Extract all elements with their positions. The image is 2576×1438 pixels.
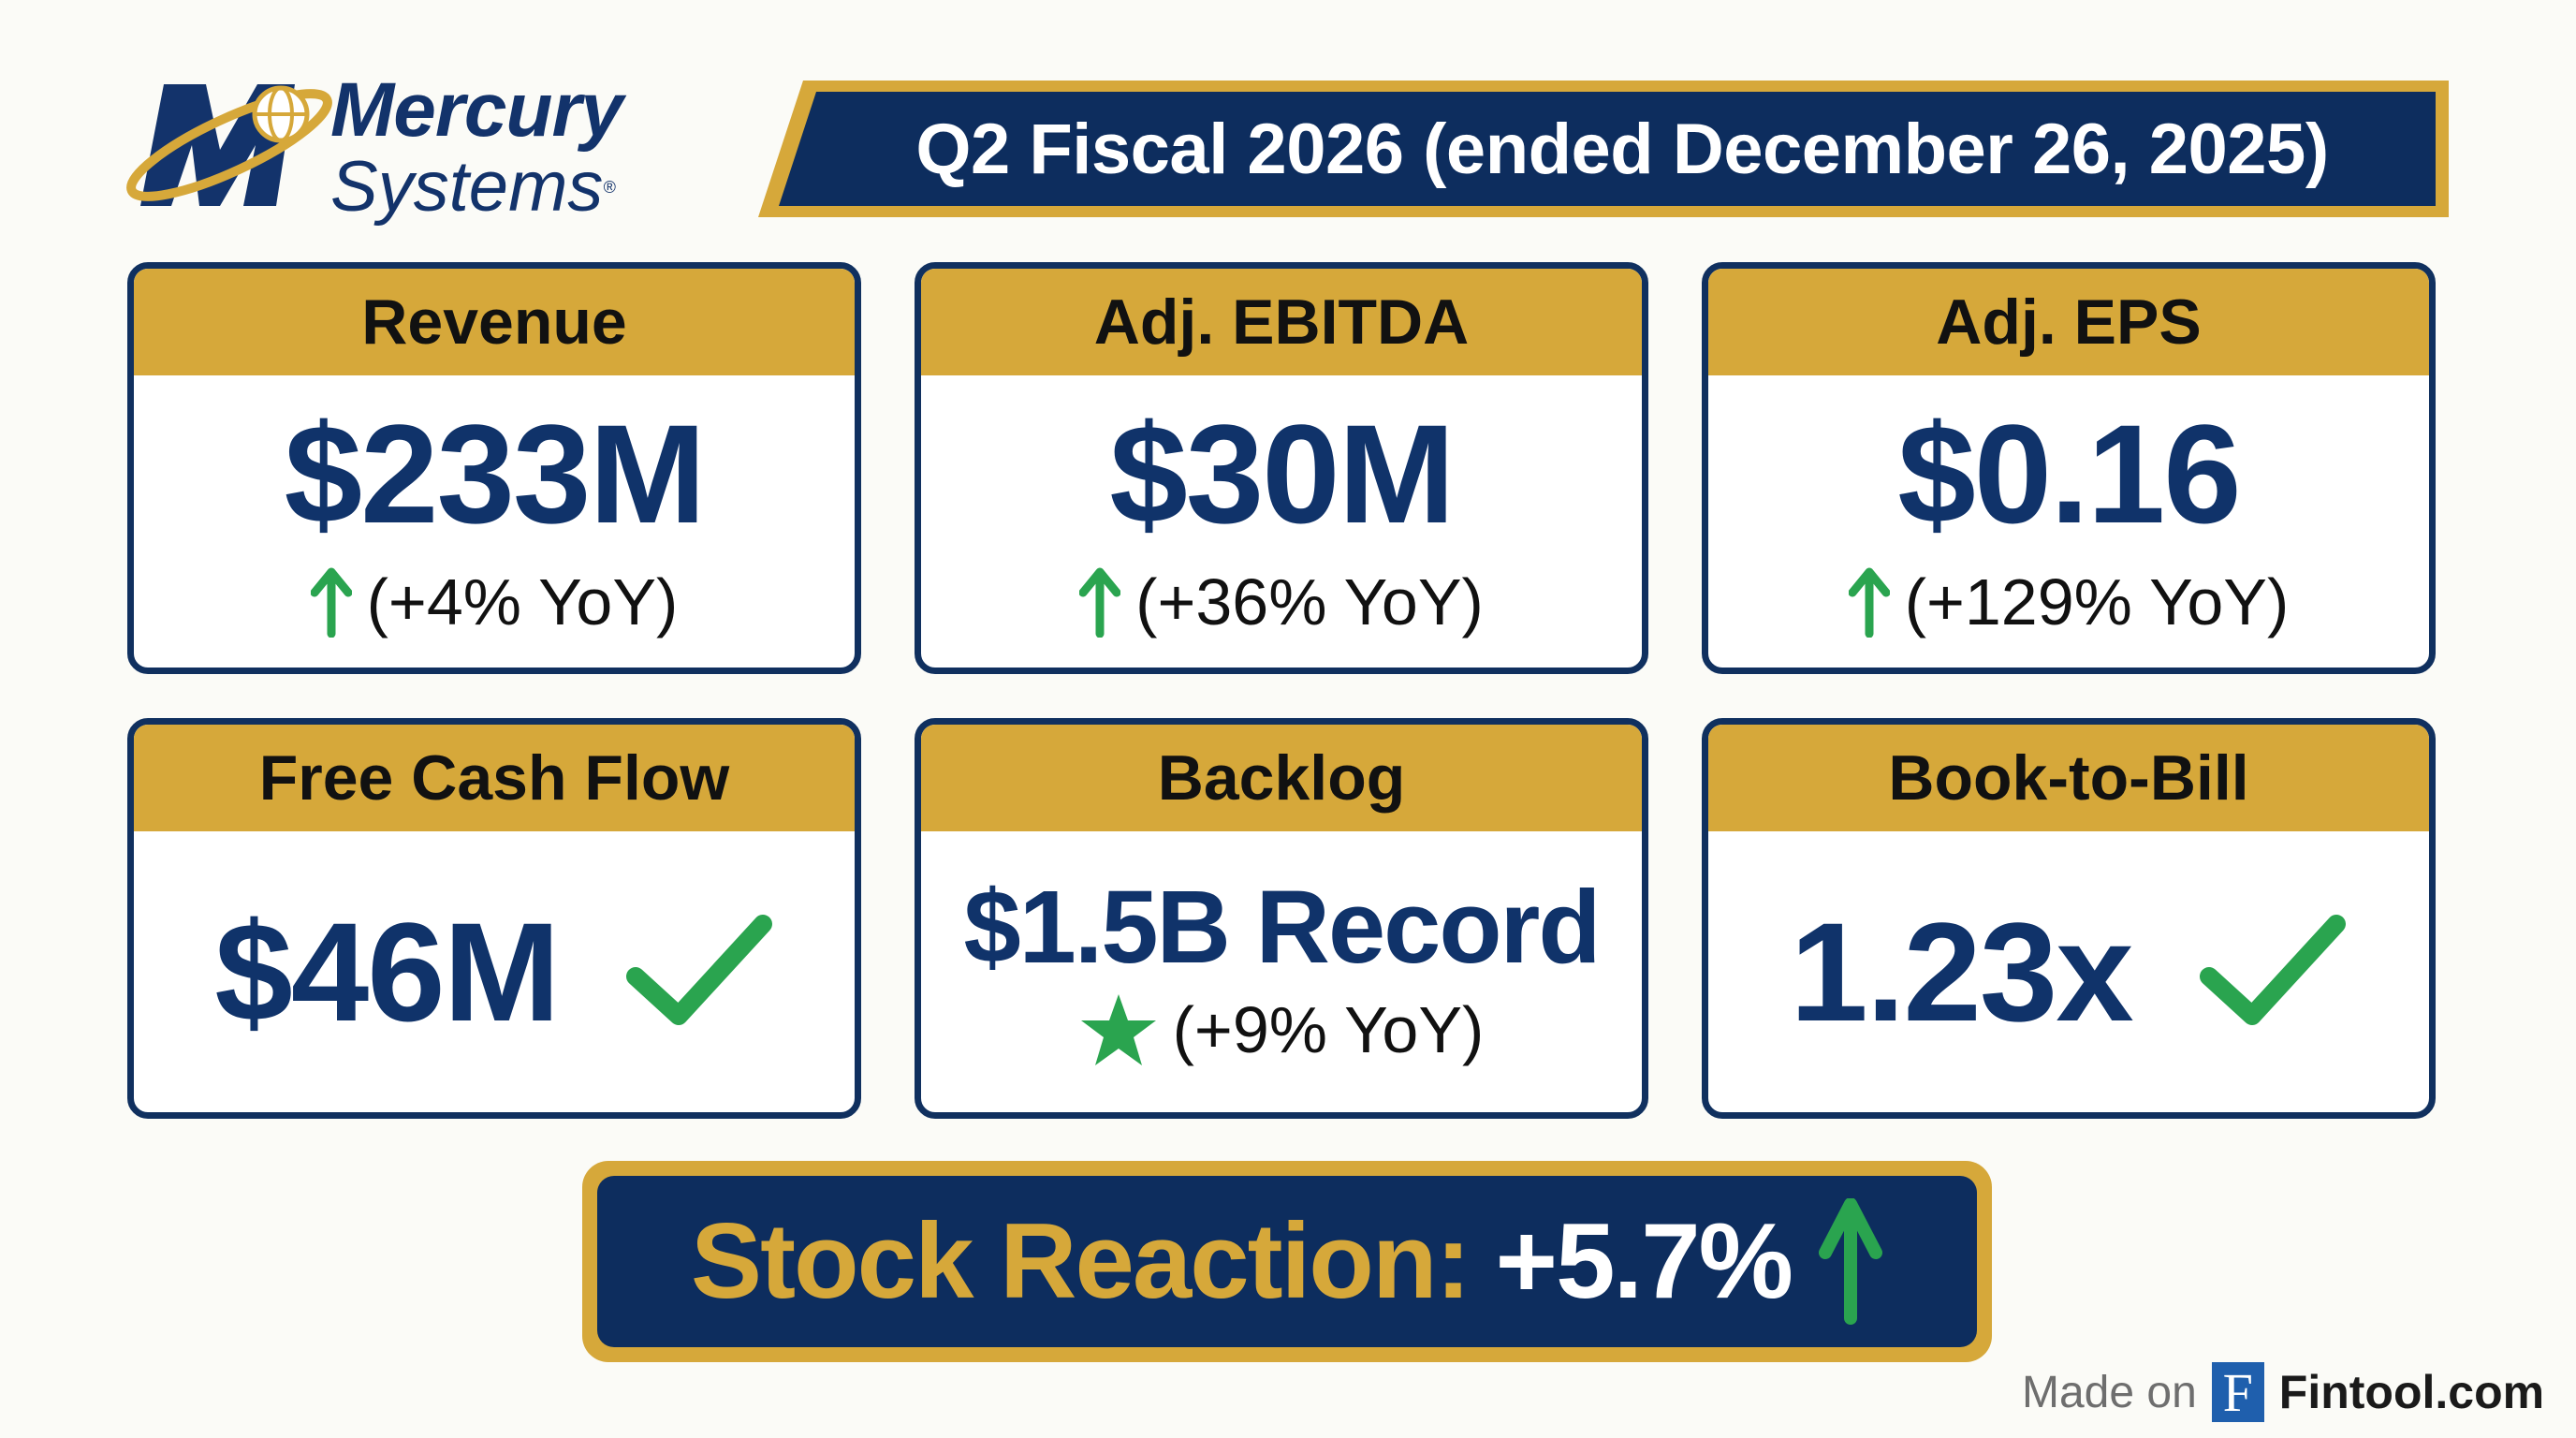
metric-change: (+9% YoY) [1172, 993, 1485, 1066]
arrow-up-icon [310, 567, 352, 638]
metric-change: (+4% YoY) [366, 565, 679, 638]
metric-label: Revenue [134, 269, 855, 375]
metric-card-backlog: Backlog $1.5B Record (+9% YoY) [915, 718, 1648, 1119]
metric-card-free-cash-flow: Free Cash Flow $46M [127, 718, 861, 1119]
metric-value: 1.23x [1790, 893, 2133, 1050]
arrow-up-icon [1848, 567, 1890, 638]
fintool-link[interactable]: Fintool.com [2278, 1366, 2545, 1418]
fintool-logo-icon: F [2211, 1362, 2264, 1423]
period-banner: Q2 Fiscal 2026 (ended December 26, 2025) [758, 81, 2449, 217]
metric-change: (+36% YoY) [1135, 565, 1484, 638]
star-icon [1080, 994, 1156, 1065]
arrow-up-icon [1079, 567, 1121, 638]
checkmark-icon [2199, 915, 2346, 1025]
metric-value: $0.16 [1897, 395, 2241, 552]
stock-reaction-value: +5.7% [1495, 1202, 1793, 1321]
arrow-up-icon [1818, 1198, 1882, 1325]
metric-change: (+129% YoY) [1904, 565, 2290, 638]
metric-label: Free Cash Flow [134, 725, 855, 831]
metric-card-revenue: Revenue $233M (+4% YoY) [127, 262, 861, 674]
metric-label: Adj. EPS [1708, 269, 2429, 375]
metric-label: Adj. EBITDA [921, 269, 1642, 375]
metric-value: $30M [1109, 395, 1455, 552]
metric-value: $46M [214, 893, 560, 1050]
stock-reaction-label: Stock Reaction: [691, 1202, 1471, 1321]
metric-label: Backlog [921, 725, 1642, 831]
made-on-label: Made on [2022, 1367, 2197, 1417]
metric-value: $233M [284, 395, 707, 552]
checkmark-icon [625, 915, 772, 1025]
stock-reaction-banner: Stock Reaction: +5.7% [582, 1161, 1992, 1362]
period-title: Q2 Fiscal 2026 (ended December 26, 2025) [915, 109, 2329, 189]
brand-name-line1: Mercury [330, 67, 623, 153]
mercury-systems-logo: Mercury Systems® [126, 71, 669, 230]
registered-mark: ® [603, 178, 616, 197]
metric-card-adj-ebitda: Adj. EBITDA $30M (+36% YoY) [915, 262, 1648, 674]
metric-value: $1.5B Record [963, 870, 1601, 985]
mercury-m-globe-icon [126, 84, 332, 206]
metric-label: Book-to-Bill [1708, 725, 2429, 831]
metric-card-book-to-bill: Book-to-Bill 1.23x [1702, 718, 2436, 1119]
brand-name-line2: Systems [330, 147, 604, 227]
footer-attribution: Made on F Fintool.com [2022, 1362, 2545, 1423]
metric-card-adj-eps: Adj. EPS $0.16 (+129% YoY) [1702, 262, 2436, 674]
